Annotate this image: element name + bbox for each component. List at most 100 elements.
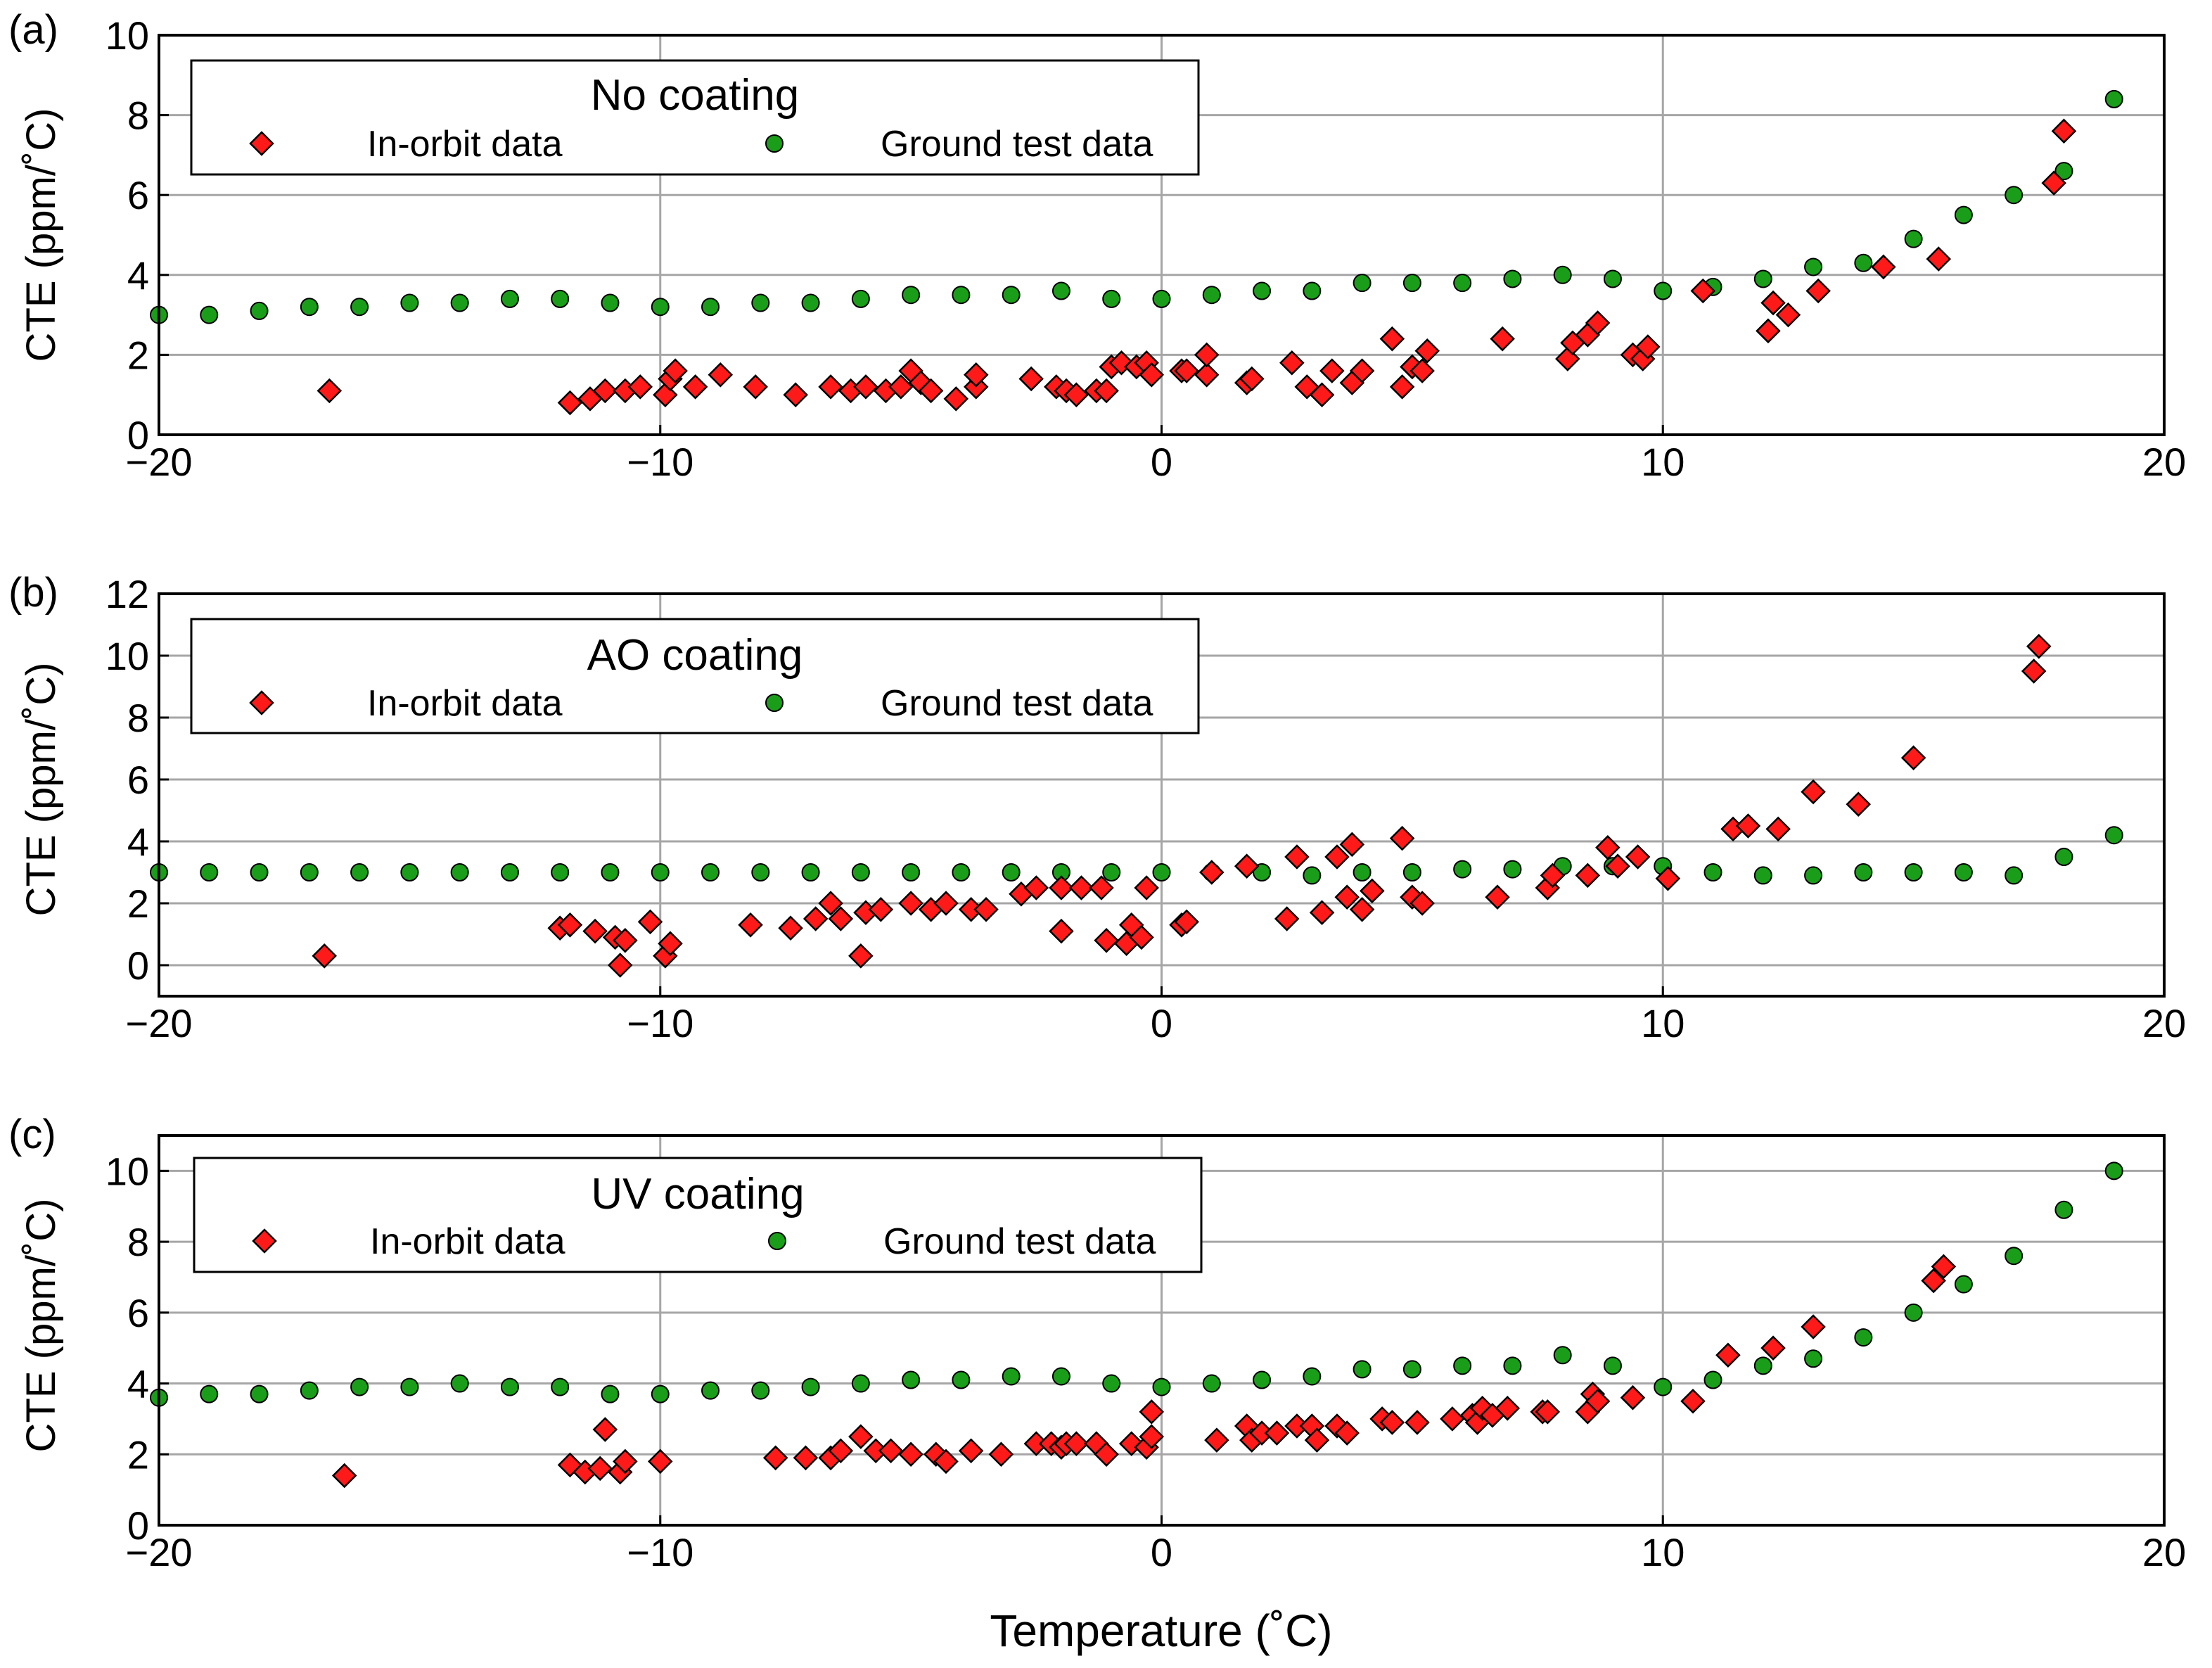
panel-a-in-orbit-point <box>1239 366 1265 392</box>
panel-a-legend-title: No coating <box>591 71 799 120</box>
panel-a-ground-test-point <box>1804 257 1823 276</box>
panel-a-ground-test-point <box>1202 286 1221 305</box>
panel-a-y-axis-label: CTE (ppm/˚C) <box>18 108 64 362</box>
panel-a-in-orbit-point <box>2051 118 2077 144</box>
panel-b-ground-test-point <box>1102 863 1121 881</box>
panel-c-ground-test-point <box>701 1381 720 1400</box>
panel-a-in-orbit-point <box>1760 290 1786 316</box>
panel-c-in-orbit-point <box>1264 1420 1290 1446</box>
panel-b-ground-test-point <box>1303 866 1322 885</box>
panel-b-y-tick-label: 0 <box>127 943 149 988</box>
panel-a-in-orbit-point <box>1775 302 1801 328</box>
panel-a-y-tick-label: 2 <box>127 333 149 377</box>
panel-b-ground-test-point <box>1954 863 1973 881</box>
panel-b-ground-test-point <box>500 863 519 881</box>
panel-b-in-orbit-point <box>778 915 803 941</box>
panel-c-ground-test-point <box>1152 1377 1171 1396</box>
panel-b-in-orbit-point <box>828 906 854 931</box>
panel-b-ground-test-point <box>851 863 870 881</box>
panel-b-in-orbit-point <box>933 891 959 916</box>
panel-c-ground-test-point <box>1303 1367 1322 1386</box>
panel-c-in-orbit-point <box>1931 1254 1957 1280</box>
panel-c-y-tick-label: 4 <box>127 1362 149 1406</box>
panel-c-y-tick-label: 2 <box>127 1432 149 1477</box>
panel-c-ground-test-point <box>200 1384 219 1403</box>
panel-a-x-tick-label: 20 <box>2142 440 2186 484</box>
panel-c-legend-title: UV coating <box>591 1170 804 1218</box>
panel-c-ground-test-point <box>1503 1356 1522 1375</box>
panel-b-in-orbit-point <box>1199 860 1225 885</box>
panel-c-in-orbit-point <box>1760 1335 1786 1361</box>
panel-c-ground-test-point <box>1102 1374 1121 1393</box>
panel-b-legend-ground-label: Ground test data <box>881 683 1153 724</box>
panel-a-ground-test-point <box>1402 274 1421 293</box>
panel-b-ground-test-point <box>651 863 670 881</box>
panel-b-in-orbit-point <box>557 912 583 938</box>
panel-b-ground-test-point <box>1753 866 1772 885</box>
panel-c-ground-test-point <box>651 1384 670 1403</box>
panel-c-ground-test-point <box>350 1377 369 1396</box>
panel-c-ground-test-point <box>1402 1360 1421 1379</box>
panel-a-in-orbit-point <box>1805 278 1831 304</box>
panel-a-x-tick-label: 0 <box>1151 440 1172 484</box>
panel-c-in-orbit-point <box>828 1438 854 1464</box>
panel-b-in-orbit-point <box>1049 918 1074 944</box>
panel-c-ground-test-point <box>300 1381 319 1400</box>
panel-a-in-orbit-point <box>853 374 878 400</box>
panel-b-in-orbit-point <box>898 891 923 916</box>
panel-b-in-orbit-point <box>1234 853 1260 879</box>
panel-c-ground-test-point <box>2005 1247 2024 1266</box>
panel-c-ground-test-point <box>1654 1377 1673 1396</box>
panel-a-x-axis: −20 −10 0 10 20 <box>126 425 2186 484</box>
panel-b-y-tick-label: 2 <box>127 881 149 926</box>
panel-c-x-axis-label: Temperature (˚C) <box>990 1605 1332 1656</box>
panel-b-ground-test-point <box>2005 866 2024 885</box>
panel-c-in-orbit-point <box>1620 1384 1646 1411</box>
panel-b-ground-test-point <box>400 863 419 881</box>
panel-c-in-orbit-point <box>1680 1388 1706 1414</box>
panel-c-in-orbit-point <box>1139 1399 1165 1425</box>
panel-a-ground-test-point <box>1854 253 1873 272</box>
panel-a-ground-test-point <box>200 305 219 324</box>
panel-a-legend-ground-marker <box>765 134 784 153</box>
panel-b-in-orbit-point <box>1605 853 1630 879</box>
panel-a-ground-test-point <box>1051 281 1070 300</box>
panel-c-in-orbit-point <box>1379 1410 1405 1435</box>
panel-c-ground-test-point <box>1253 1370 1272 1389</box>
panel-a-in-orbit-point <box>1490 326 1515 352</box>
panel-c-ground-test-point <box>1603 1356 1622 1375</box>
panel-b-ground-test-point <box>1402 863 1421 881</box>
panel-b-in-orbit-point <box>1655 866 1681 891</box>
panel-a-ground-test-point <box>1303 281 1322 300</box>
panel-b-in-orbit-point <box>868 897 894 922</box>
panel-c-ground-test-point <box>2054 1200 2073 1219</box>
panel-c-ground-test-point <box>1904 1303 1923 1322</box>
panel-b-ground-test-point <box>1503 860 1522 879</box>
panel-c-x-tick-label: 20 <box>2142 1530 2186 1574</box>
panel-b-ground-test-point <box>2054 848 2073 866</box>
panel-c-y-tick-label: 8 <box>127 1220 149 1264</box>
panel-a-in-orbit-point <box>663 358 688 383</box>
panel-c-label: (c) <box>8 1112 56 1157</box>
panel-a-legend-in-orbit-label: In-orbit data <box>367 124 563 165</box>
panel-c-ground-test-point <box>250 1384 269 1403</box>
panel-c-y-tick-label: 6 <box>127 1291 149 1335</box>
panel-b-x-tick-label: −20 <box>126 1001 193 1045</box>
panel-a-in-orbit-point <box>1926 246 1952 272</box>
panel-a-ground-test-point <box>1152 289 1171 308</box>
panel-b-in-orbit-point <box>1129 924 1154 950</box>
panel-b-in-orbit-point <box>1801 779 1826 805</box>
panel-c-x-tick-label: 10 <box>1641 1530 1684 1574</box>
panel-a-y-tick-label: 10 <box>106 13 149 58</box>
panel-c-ground-test-point <box>801 1377 820 1396</box>
panel-a-in-orbit-point <box>317 378 343 404</box>
panel-a-ground-test-point <box>1654 281 1673 300</box>
panel-c-ground-test-point <box>1954 1275 1973 1294</box>
panel-b-in-orbit-point <box>1094 928 1119 953</box>
panel-b-legend-in-orbit-marker <box>249 690 274 715</box>
panel-b-in-orbit-point <box>1334 884 1360 910</box>
panel-b-in-orbit-point <box>803 906 829 931</box>
panel-a-ground-test-point <box>751 293 770 312</box>
panel-c-ground-test-point <box>400 1377 419 1396</box>
panel-b-ground-test-point <box>300 863 319 881</box>
